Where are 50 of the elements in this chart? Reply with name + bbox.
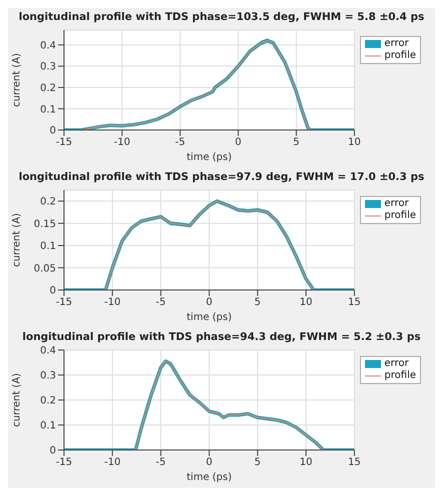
x-axis-title: time (ps) [186,472,232,483]
x-tick-label: 10 [300,297,312,308]
legend-label: error [384,38,409,50]
y-tick-label: 0 [50,286,56,297]
x-tick-label: -10 [114,137,130,148]
x-tick-label: 5 [293,137,300,148]
x-tick-label: 0 [206,457,212,468]
chart-title: longitudinal profile with TDS phase=97.9 deg, FWHM = 17.0 ±0.3 ps [18,170,426,185]
y-tick-label: 0.1 [40,420,56,432]
x-tick-label: -15 [56,137,72,148]
x-tick-label: 5 [254,457,261,468]
x-tick-label: -5 [156,457,166,468]
x-tick-label: -10 [104,297,121,308]
x-axis-title: time (ps) [186,152,232,163]
y-tick-label: 0.2 [40,396,56,407]
y-tick-label: 0.2 [40,82,56,94]
chart-title: longitudinal profile with TDS phase=103.5 deg, FWHM = 5.8 ±0.4 ps [18,10,426,25]
x-tick-label: -15 [56,457,72,468]
x-tick-label: -15 [56,297,72,308]
y-tick-label: 0.3 [40,62,56,73]
y-tick-label: 0 [50,446,56,457]
legend-label: error [384,198,409,210]
y-tick-label: 0.4 [40,40,56,52]
legend-label: profile [384,210,416,222]
x-tick-label: 15 [348,297,361,308]
y-tick-label: 0 [50,126,56,137]
x-tick-label: 10 [300,457,312,468]
y-tick-label: 0.3 [40,370,56,382]
y-tick-label: 0.2 [40,196,56,208]
x-tick-label: 10 [348,137,361,148]
y-tick-label: 0.1 [40,241,56,252]
y-axis-title: current (A) [12,372,23,427]
x-tick-label: 15 [348,457,361,468]
y-tick-label: 0.1 [40,104,56,116]
x-tick-label: 0 [206,297,212,308]
chart-title: longitudinal profile with TDS phase=94.3 deg, FWHM = 5.2 ±0.3 ps [21,330,422,345]
y-tick-label: 0.15 [34,218,56,230]
legend-label: profile [384,50,416,62]
legend-label: error [384,358,409,370]
x-axis-title: time (ps) [186,312,232,323]
y-tick-label: 0.4 [40,346,56,357]
y-axis-title: current (A) [12,212,23,267]
legend-label: profile [384,370,416,382]
y-axis-title: current (A) [12,52,23,107]
x-tick-label: 0 [235,137,242,148]
y-tick-label: 0.05 [34,263,56,274]
x-tick-label: -5 [175,137,186,148]
x-tick-label: -5 [156,297,166,308]
x-tick-label: 5 [254,297,261,308]
x-tick-label: -10 [104,457,121,468]
